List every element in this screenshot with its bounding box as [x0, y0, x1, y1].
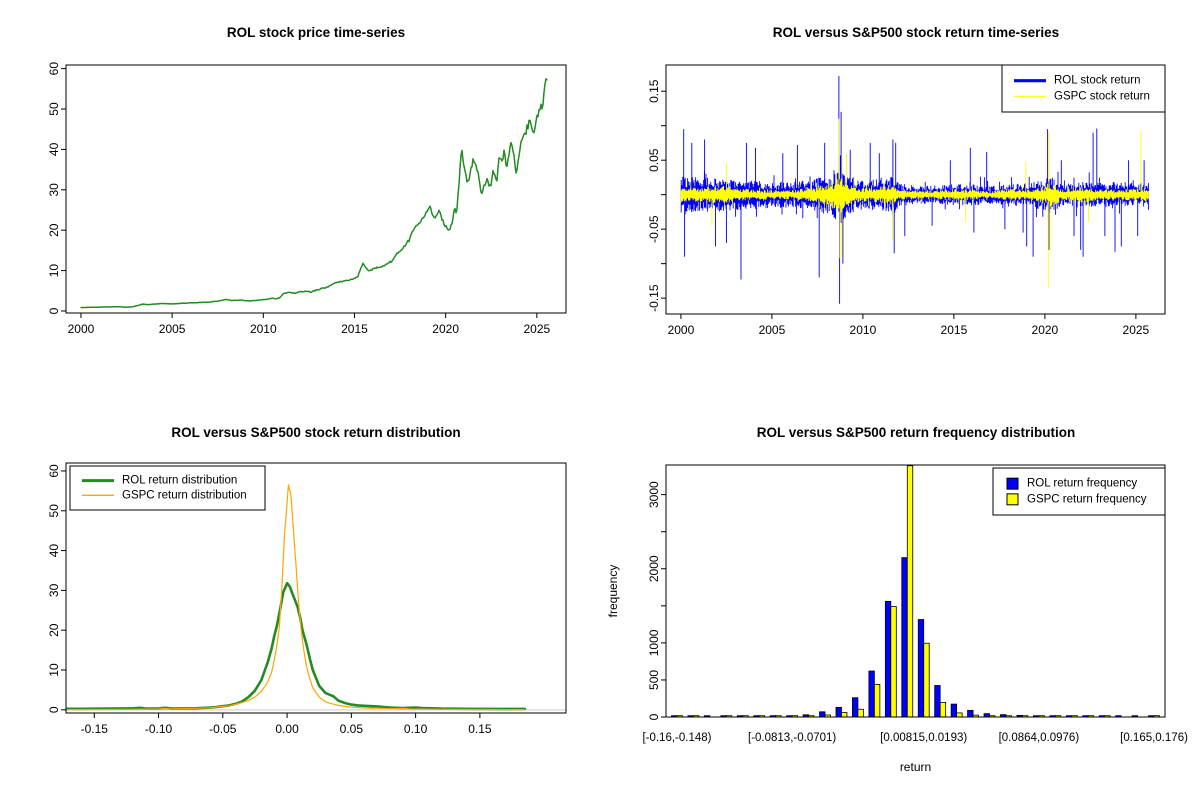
svg-text:50: 50: [47, 504, 61, 518]
svg-text:10: 10: [47, 264, 61, 278]
svg-text:60: 60: [47, 62, 61, 76]
svg-text:-0.05: -0.05: [209, 722, 237, 736]
panel-return-frequency: ROL versus S&P500 return frequency distr…: [600, 400, 1200, 800]
svg-text:return: return: [900, 760, 931, 774]
chart-title-distribution: ROL versus S&P500 stock return distribut…: [171, 425, 461, 440]
svg-text:-0.15: -0.15: [81, 722, 109, 736]
svg-text:1000: 1000: [647, 629, 661, 656]
svg-text:0.05: 0.05: [340, 722, 364, 736]
svg-text:0: 0: [47, 307, 61, 314]
svg-text:0.10: 0.10: [404, 722, 428, 736]
panel-return-time-series: ROL versus S&P500 stock return time-seri…: [600, 0, 1200, 400]
svg-text:0.15: 0.15: [468, 722, 492, 736]
svg-text:2025: 2025: [1123, 323, 1150, 337]
svg-text:-0.05: -0.05: [647, 215, 661, 243]
svg-text:-0.10: -0.10: [145, 722, 173, 736]
svg-text:30: 30: [47, 183, 61, 197]
svg-text:20: 20: [47, 223, 61, 237]
svg-text:2005: 2005: [759, 323, 786, 337]
svg-text:2020: 2020: [432, 322, 459, 336]
return-distribution-chart: -0.15 -0.10 -0.05 0.00 0.05 0.10 0.15 0 10 20 30 40…: [47, 462, 567, 736]
svg-text:20: 20: [47, 623, 61, 637]
svg-text:ROL return frequency: ROL return frequency: [1027, 478, 1137, 490]
chart-title-returns: ROL versus S&P500 stock return time-seri…: [772, 25, 1060, 40]
svg-text:GSPC return frequency: GSPC return frequency: [1027, 493, 1147, 505]
svg-text:10: 10: [47, 663, 61, 677]
svg-text:0.15: 0.15: [647, 79, 661, 103]
svg-text:ROL stock return: ROL stock return: [1054, 75, 1141, 87]
svg-text:[0.00815,0.0193): [0.00815,0.0193): [880, 732, 967, 744]
svg-text:frequency: frequency: [606, 565, 620, 618]
chart-title-frequency: ROL versus S&P500 return frequency distr…: [756, 425, 1076, 440]
price-time-series-chart: 2000 2005 2010 2015 2020 2025 0 10 20 30 40 50 60: [47, 62, 567, 336]
svg-text:GSPC stock return: GSPC stock return: [1054, 90, 1150, 102]
svg-text:2015: 2015: [341, 322, 368, 336]
svg-text:40: 40: [47, 142, 61, 156]
chart-title-price: ROL stock price time-series: [226, 25, 406, 40]
svg-text:GSPC return distribution: GSPC return distribution: [122, 489, 247, 501]
svg-text:ROL return distribution: ROL return distribution: [122, 475, 237, 487]
svg-text:2020: 2020: [1032, 323, 1059, 337]
panel-return-distribution: ROL versus S&P500 stock return distribut…: [0, 400, 600, 800]
svg-text:2000: 2000: [647, 555, 661, 582]
svg-text:30: 30: [47, 583, 61, 597]
svg-text:60: 60: [47, 464, 61, 478]
return-frequency-chart: [-0.16,-0.148) [-0.0813,-0.0701) [0.00815,…: [606, 464, 1188, 774]
svg-text:0: 0: [647, 713, 661, 720]
svg-text:40: 40: [47, 544, 61, 558]
svg-text:[0.165,0.176): [0.165,0.176): [1120, 732, 1188, 744]
svg-text:2010: 2010: [250, 322, 277, 336]
svg-text:2025: 2025: [523, 322, 550, 336]
svg-text:[-0.0813,-0.0701): [-0.0813,-0.0701): [748, 732, 836, 744]
svg-text:3000: 3000: [647, 481, 661, 508]
panel-price-time-series: ROL stock price time-series 2000 2005 2010…: [0, 0, 600, 400]
svg-text:-0.15: -0.15: [647, 284, 661, 312]
svg-text:[-0.16,-0.148): [-0.16,-0.148): [642, 732, 711, 744]
svg-text:500: 500: [647, 670, 661, 690]
svg-text:2000: 2000: [668, 323, 695, 337]
svg-text:50: 50: [47, 102, 61, 116]
svg-text:2015: 2015: [941, 323, 968, 337]
svg-text:0.00: 0.00: [275, 722, 299, 736]
svg-text:2005: 2005: [159, 322, 186, 336]
svg-text:[0.0864,0.0976): [0.0864,0.0976): [999, 732, 1080, 744]
return-time-series-chart: 2000 2005 2010 2015 2020 2025 -0.15 -0.05 0.05 0.…: [647, 64, 1166, 337]
svg-text:0.05: 0.05: [647, 148, 661, 172]
svg-text:2000: 2000: [68, 322, 95, 336]
svg-text:0: 0: [47, 706, 61, 713]
svg-text:2010: 2010: [850, 323, 877, 337]
